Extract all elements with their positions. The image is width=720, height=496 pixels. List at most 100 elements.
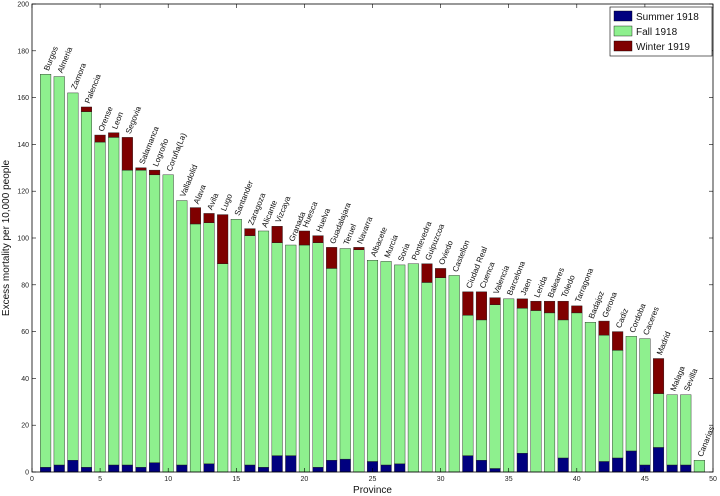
bar-2-series-1	[53, 464, 65, 473]
bar-43-series-1	[612, 457, 624, 473]
bar-25-series-2	[366, 260, 379, 462]
bar-44-series-1	[625, 450, 637, 473]
bar-6-series-1	[108, 464, 120, 473]
bar-21-series-3	[312, 235, 324, 243]
bar-29-series-2	[421, 282, 433, 473]
bar-13-series-2	[203, 222, 215, 465]
y-tick-label: 120	[17, 189, 29, 196]
bar-27-series-2	[394, 264, 406, 465]
bar-30-series-3	[435, 268, 447, 278]
bar-2-series-2	[53, 76, 65, 466]
province-label: Jaen	[519, 277, 534, 296]
bar-14-series-2	[217, 263, 229, 473]
province-label: Navarra	[355, 215, 374, 245]
bar-40-series-3	[571, 305, 583, 314]
bar-16-series-1	[244, 464, 256, 473]
y-tick-label: 100	[17, 236, 29, 243]
bar-15-series-2	[230, 219, 242, 473]
province-label: Segovia	[124, 104, 143, 135]
bar-13-series-1	[203, 463, 215, 473]
bar-18-series-1	[271, 455, 283, 473]
province-label: Soria	[396, 241, 412, 262]
x-tick-label: 25	[369, 476, 377, 483]
bar-42-series-2	[598, 334, 610, 462]
bar-8-series-1	[135, 467, 147, 473]
x-tick-label: 15	[232, 476, 240, 483]
legend-label: Summer 1918	[636, 12, 699, 23]
bar-3-series-2	[67, 92, 79, 461]
bar-46-series-1	[653, 447, 665, 473]
bar-16-series-2	[244, 235, 256, 466]
x-axis: 0 5 10 15 20 25 30 35 40 45 50	[30, 4, 717, 483]
x-tick-label: 35	[505, 476, 513, 483]
bar-5-series-2	[94, 141, 106, 473]
bar-17-series-2	[258, 230, 270, 468]
bar-30-series-2	[435, 277, 447, 473]
province-label: Tarragona	[573, 266, 595, 303]
bar-33-series-2	[475, 319, 487, 461]
bar-32-series-1	[462, 455, 474, 473]
bar-5-series-3	[94, 134, 106, 143]
y-axis: 0 20 40 60 80 100 120 140 160 180 200	[17, 2, 713, 477]
x-tick-label: 50	[709, 476, 717, 483]
bar-9-series-3	[149, 169, 161, 176]
bar-42-series-1	[598, 461, 610, 473]
bar-37-series-2	[530, 310, 542, 473]
province-label: Lugo	[219, 192, 234, 212]
bar-8-series-3	[135, 167, 147, 171]
bar-19-series-1	[285, 455, 297, 473]
bar-11-series-2	[176, 200, 188, 466]
bar-19-series-2	[285, 244, 297, 456]
bar-32-series-3	[462, 291, 474, 316]
province-label: Alava	[192, 183, 208, 205]
y-tick-label: 60	[21, 329, 29, 336]
y-tick-label: 180	[17, 48, 29, 55]
y-tick-label: 0	[25, 470, 29, 477]
bar-21-series-1	[312, 467, 324, 473]
bar-34-series-2	[489, 304, 501, 469]
x-tick-label: 10	[164, 476, 172, 483]
bar-4-series-2	[80, 111, 92, 468]
bar-32-series-2	[462, 315, 474, 456]
bar-39-series-3	[557, 300, 569, 321]
bar-48-series-1	[680, 464, 692, 473]
bar-42-series-3	[598, 320, 610, 336]
bar-7-series-2	[121, 169, 133, 466]
legend-swatch	[613, 10, 633, 22]
bar-47-series-2	[666, 394, 678, 466]
province-label: Oviedo	[437, 239, 455, 266]
bar-18-series-2	[271, 242, 283, 456]
bar-20-series-2	[298, 244, 310, 473]
bar-22-series-1	[326, 460, 338, 473]
bar-23-series-1	[339, 458, 351, 473]
bar-13-series-3	[203, 213, 215, 223]
bar-4-series-3	[80, 106, 92, 112]
bar-31-series-2	[448, 275, 460, 473]
province-label: Zamora	[69, 61, 88, 90]
y-tick-label: 140	[17, 142, 29, 149]
y-tick-label: 40	[21, 376, 29, 383]
bar-26-series-2	[380, 261, 392, 466]
bar-18-series-3	[271, 226, 283, 243]
bar-33-series-1	[475, 460, 487, 473]
bar-39-series-2	[557, 319, 569, 459]
bar-1-series-1	[40, 467, 52, 473]
bar-7-series-1	[121, 464, 133, 473]
bar-34-series-1	[489, 468, 501, 473]
bar-43-series-3	[612, 331, 624, 351]
bar-14-series-3	[217, 214, 229, 264]
bar-7-series-3	[121, 137, 133, 171]
legend-swatch	[613, 25, 633, 37]
bar-16-series-3	[244, 228, 256, 236]
bar-28-series-2	[407, 263, 419, 473]
province-label: Madrid	[655, 330, 673, 356]
bar-41-series-2	[584, 322, 596, 473]
bar-43-series-2	[612, 350, 624, 459]
province-label: Huelva	[315, 206, 333, 233]
x-tick-label: 0	[30, 476, 34, 483]
province-label: Coruña(La)	[165, 131, 189, 172]
bars-layer	[40, 73, 705, 473]
legend: Summer 1918 Fall 1918 Winter 1919	[609, 6, 713, 57]
x-tick-label: 40	[573, 476, 581, 483]
bar-26-series-1	[380, 464, 392, 473]
